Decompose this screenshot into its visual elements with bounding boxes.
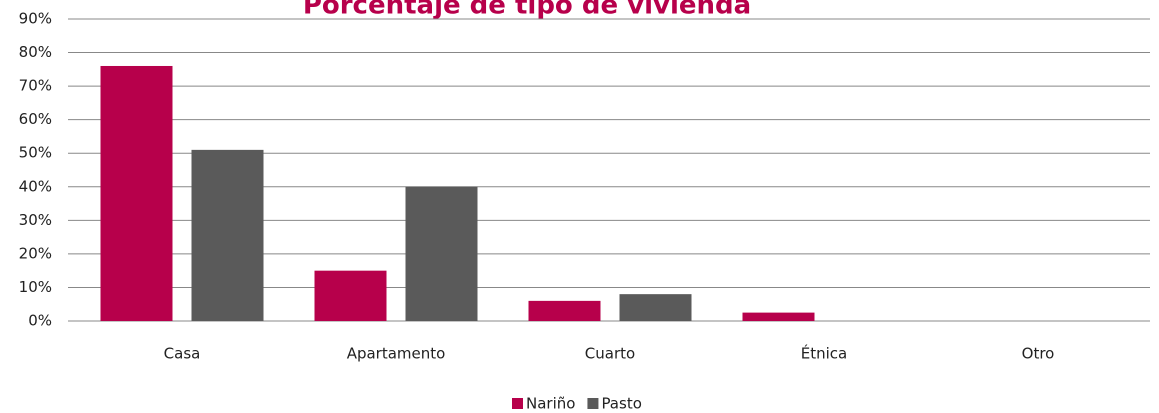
bar [191, 149, 264, 321]
x-tick-label: Étnica [801, 344, 847, 363]
bar [742, 312, 815, 321]
legend-swatch [587, 398, 599, 409]
y-tick-label: 60% [19, 110, 52, 128]
bar [405, 186, 478, 321]
x-tick-label: Casa [164, 345, 201, 363]
y-tick-label: 80% [19, 43, 52, 61]
y-tick-label: 90% [19, 10, 52, 28]
legend-label: Pasto [601, 395, 641, 413]
y-tick-label: 10% [19, 278, 52, 296]
y-tick-label: 30% [19, 211, 52, 229]
y-tick-label: 20% [19, 244, 52, 262]
y-tick-label: 40% [19, 177, 52, 195]
legend-label: Nariño [526, 395, 575, 413]
bar [619, 294, 692, 321]
x-tick-label: Apartamento [347, 345, 446, 363]
bar [528, 300, 601, 321]
y-tick-label: 70% [19, 77, 52, 95]
bar [100, 65, 173, 321]
x-tick-label: Otro [1022, 345, 1055, 363]
x-tick-label: Cuarto [585, 345, 635, 363]
y-tick-label: 50% [19, 144, 52, 162]
y-tick-label: 0% [28, 312, 52, 330]
chart-title: Porcentaje de tipo de vivienda [303, 0, 751, 21]
bar [314, 270, 387, 321]
legend-swatch [512, 398, 523, 409]
